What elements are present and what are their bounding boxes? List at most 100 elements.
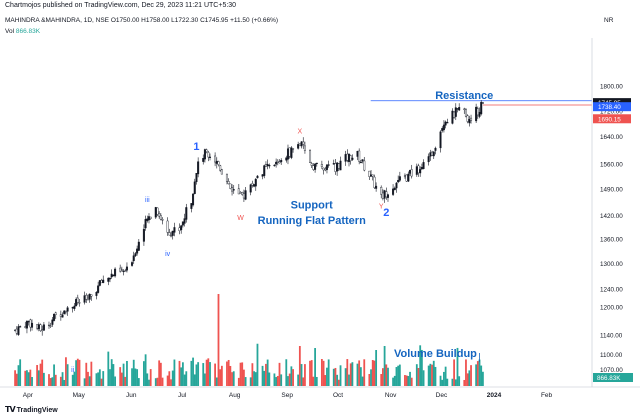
volume-bar [59, 376, 62, 386]
candle-body [85, 294, 88, 300]
volume-bar [156, 377, 159, 386]
volume-bar [239, 362, 242, 386]
candle-body [227, 181, 230, 185]
volume-bar [170, 379, 172, 386]
annotations: Resistance Support Running Flat Pattern Vol… [258, 90, 493, 362]
time-tick-label: Apr [23, 392, 34, 399]
volume-bar [159, 362, 162, 386]
candle-body [181, 221, 184, 226]
price-tick-label: 1640.00 [600, 134, 623, 141]
volume-bar [204, 373, 206, 386]
annotation-text: Running Flat Pattern [258, 215, 366, 227]
volume-bar [344, 368, 347, 386]
candle-body [170, 235, 173, 237]
symbol-ohlc-line[interactable]: MAHINDRA &MAHINDRA, 1D, NSE O1750.00 H17… [5, 17, 279, 24]
candle-body [298, 143, 301, 147]
candle-body [195, 173, 198, 183]
volume-bar [382, 368, 384, 386]
candle-body [75, 299, 78, 307]
candle-body [193, 181, 196, 194]
candle-body [63, 310, 66, 314]
volume-bar [439, 375, 442, 386]
candle-body [244, 190, 247, 200]
candle-body [453, 111, 456, 118]
volume-bar [197, 362, 200, 386]
time-tick-label: Nov [385, 392, 397, 399]
annotation-text: Volume Buildup [394, 348, 477, 360]
candle-body [336, 162, 339, 172]
candle-body [383, 190, 386, 199]
volume-bar [122, 363, 125, 386]
candle-body [183, 218, 186, 224]
volume-bar [297, 374, 300, 386]
time-tick-label: May [73, 392, 86, 399]
volume-bar [393, 375, 396, 386]
candle-body [24, 326, 27, 328]
candle-body [303, 145, 306, 151]
candle-body [171, 230, 174, 236]
candle-body [441, 128, 444, 131]
volume-bar [371, 359, 374, 386]
candle-body [217, 161, 220, 165]
candle-body [310, 163, 313, 166]
candle-body [361, 159, 364, 162]
volume-bar [383, 346, 386, 386]
volume-bar [356, 363, 359, 386]
candle-body [114, 268, 117, 277]
price-tick-label: 1720.00 [600, 108, 623, 115]
time-tick-label: Jul [178, 392, 187, 399]
volume-bar [241, 362, 244, 386]
wave-label: 1 [193, 141, 199, 153]
volume-bar [214, 363, 216, 386]
candle-body [54, 312, 57, 315]
candle-body [381, 192, 384, 199]
candle-body [190, 203, 193, 209]
candle-body [478, 112, 481, 117]
candle-body [249, 184, 252, 193]
volume-bar [183, 374, 186, 386]
published-line: Chartmojos published on TradingView.com,… [5, 2, 237, 9]
volume-bar [375, 350, 378, 386]
candle-body [110, 273, 113, 278]
volume-bar [312, 376, 315, 386]
volume-bar [392, 377, 394, 386]
volume-bar [478, 359, 481, 386]
volume-bar [434, 366, 437, 386]
volume-bar [100, 378, 103, 386]
volume-bar [83, 378, 86, 386]
volume-bar [48, 374, 50, 386]
volume-bar [314, 348, 317, 386]
time-tick-label: Dec [436, 392, 448, 399]
candle-body [320, 164, 323, 167]
candle-body [27, 321, 30, 323]
volume-bar [429, 363, 432, 386]
candle-body [102, 279, 105, 283]
volume-bar [407, 376, 410, 386]
volume-bar [322, 360, 325, 386]
candle-body [225, 173, 228, 182]
volume-bar [154, 378, 157, 386]
volume-bar [361, 376, 364, 386]
volume-bar [398, 364, 401, 386]
candle-body [466, 115, 469, 122]
candle-body [71, 306, 74, 309]
candle-body [219, 165, 222, 171]
candle-body [337, 163, 340, 169]
scale-mode-badge[interactable]: NR [604, 17, 614, 24]
price-tick-label: 1140.00 [600, 332, 623, 339]
candle-body [264, 164, 267, 167]
volume-bar [346, 359, 349, 386]
candle-body [431, 151, 434, 156]
candle-body [214, 155, 217, 163]
candle-body [302, 141, 305, 145]
candle-body [25, 320, 28, 329]
volume-bar [41, 359, 44, 386]
volume-bar [304, 364, 306, 386]
candle-body [132, 255, 135, 262]
volume-bar [229, 365, 232, 386]
candle-body [185, 207, 188, 220]
candle-body [168, 232, 171, 236]
volume-bar [427, 365, 430, 386]
volume-bar [71, 374, 74, 386]
